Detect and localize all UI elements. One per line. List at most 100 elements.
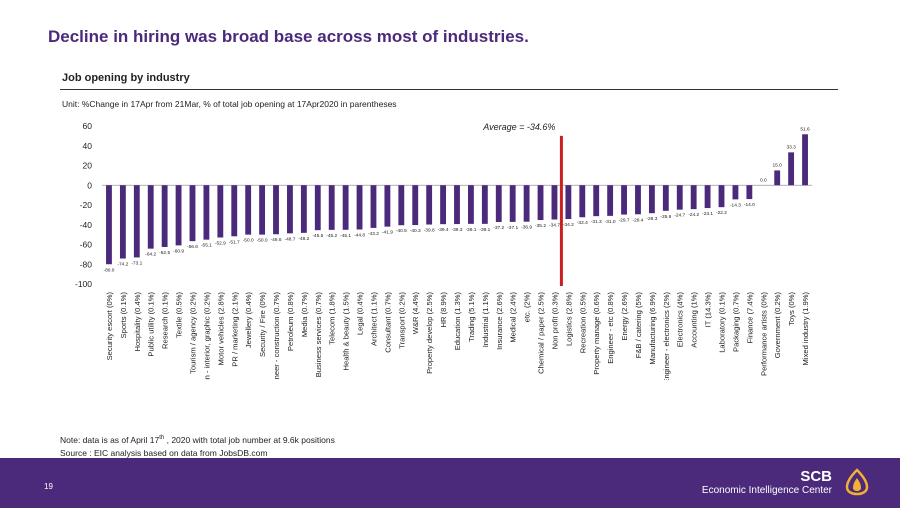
bar (287, 185, 293, 234)
data-label: -39.1 (479, 227, 490, 233)
average-label: Average = -34.6% (482, 122, 555, 132)
data-label: -74.2 (117, 262, 128, 268)
x-tick-label: Sports (0.1%) (119, 292, 128, 339)
x-tick-label: Security / Fire (0%) (258, 292, 267, 357)
data-label: 15.0 (773, 162, 783, 168)
x-tick-label: Energy (2.6%) (620, 292, 629, 341)
bar (648, 185, 655, 214)
x-tick-label: Property develop (2.5%) (425, 292, 434, 374)
data-label: -22.2 (716, 210, 727, 216)
bar (635, 185, 641, 215)
x-tick-label: Legal (0.4%) (356, 292, 365, 336)
unit-description: Unit: %Change in 17Apr from 21Mar, % of … (62, 99, 397, 109)
data-label: -39.3 (452, 227, 463, 233)
data-label: -45.1 (340, 233, 351, 239)
source-text: Source : EIC analysis based on data from… (60, 447, 268, 458)
note-suffix: , 2020 with total job number at 9.6k pos… (164, 434, 335, 445)
x-tick-label: Hospitality (0.4%) (133, 292, 142, 352)
data-label: -41.9 (382, 230, 393, 236)
data-label: -60.9 (173, 248, 184, 254)
bar (732, 185, 739, 200)
bar (537, 185, 544, 221)
x-tick-label: Packaging (0.7%) (731, 292, 740, 352)
x-tick-label: Business services (0.7%) (314, 292, 323, 378)
bar (523, 185, 530, 222)
x-tick-label: Architect (1.1%) (369, 292, 378, 346)
x-tick-label: Property manage (0.6%) (592, 292, 601, 375)
data-label: -39.4 (438, 227, 449, 233)
bar (426, 185, 433, 225)
bar (621, 185, 627, 215)
bar (314, 185, 321, 231)
data-label: 33.3 (786, 144, 796, 150)
data-label: -55.1 (201, 243, 212, 249)
bar (593, 185, 600, 217)
title-divider (60, 89, 838, 90)
data-label: -37.1 (507, 225, 518, 231)
data-label: -24.2 (688, 212, 699, 218)
brand-block: SCB Economic Intelligence Center (702, 468, 832, 496)
bar (231, 185, 238, 237)
data-label: -39.1 (465, 227, 476, 233)
bar (245, 185, 252, 235)
x-tick-label: Laboratory (0.1%) (718, 292, 727, 353)
data-label: -35.2 (535, 223, 546, 229)
x-tick-label: Logistics (2.8%) (564, 292, 573, 346)
x-tick-label: Textile (0.5%) (175, 292, 184, 338)
data-label: -48.7 (284, 236, 295, 242)
y-tick-label: 40 (83, 141, 93, 151)
data-label: -64.2 (145, 252, 156, 258)
bar (147, 185, 154, 249)
data-label: -28.3 (646, 216, 657, 222)
bar (300, 185, 307, 233)
x-tick-label: W&R (4.4%) (411, 292, 420, 335)
x-tick-label: Motor vehicles (2.8%) (216, 292, 225, 366)
bar (259, 185, 266, 235)
data-label: -14.0 (744, 202, 755, 208)
x-tick-label: Transport (0.2%) (397, 292, 406, 349)
x-tick-label: Non profit (0.3%) (550, 292, 559, 350)
bar (398, 185, 405, 226)
bar (342, 185, 349, 230)
note-text: Note: data is as of April 17th , 2020 wi… (60, 432, 335, 447)
y-tick-label: -80 (80, 259, 93, 269)
data-label: -34.2 (563, 222, 574, 228)
x-tick-label: Medical (2.4%) (509, 292, 518, 343)
data-label: -34.7 (549, 223, 560, 229)
data-label: -31.0 (605, 219, 616, 225)
bar (119, 185, 126, 259)
data-label: -51.7 (229, 239, 240, 245)
x-tick-label: Recreation (0.5%) (578, 292, 587, 354)
data-label: -44.8 (354, 232, 365, 238)
data-label: -56.6 (187, 244, 198, 250)
x-tick-label: Toys (0%) (787, 292, 796, 326)
bar (676, 185, 683, 210)
bar (161, 185, 168, 247)
data-label: -14.3 (730, 202, 741, 208)
x-tick-label: IT (14.3%) (704, 292, 713, 328)
x-tick-label: Security escort (0%) (105, 292, 114, 361)
x-tick-label: PR / marketing (2.1%) (230, 292, 239, 367)
brand-name: SCB (800, 468, 832, 485)
bar (356, 185, 363, 230)
job-opening-bar-chart: -100 -80 -60 -40 -20 0 20 40 60 -80.0 Security esc… (75, 121, 812, 380)
data-label: -73.1 (131, 260, 142, 266)
data-label: -25.9 (660, 214, 671, 220)
x-tick-label: Education (1.3%) (453, 292, 462, 351)
bar (718, 185, 725, 208)
bar (704, 185, 711, 209)
x-tick-label: Industrial (1.1%) (481, 292, 490, 348)
bar (454, 185, 460, 225)
x-tick-label: Public utility (0.1%) (147, 292, 156, 357)
x-tick-label: F&B / catering (5%) (634, 292, 643, 359)
bar (690, 185, 697, 210)
data-label: -37.2 (493, 225, 504, 231)
note-prefix: Note: data is as of April 17 (60, 434, 160, 445)
bar (273, 185, 279, 235)
bar (565, 185, 572, 220)
data-label: -29.7 (619, 218, 630, 224)
data-label: -43.2 (368, 231, 379, 237)
x-tick-label: HR (8.9%) (439, 292, 448, 328)
bar (788, 152, 795, 186)
x-tick-label: Engineer - etc (0.8%) (606, 292, 615, 364)
